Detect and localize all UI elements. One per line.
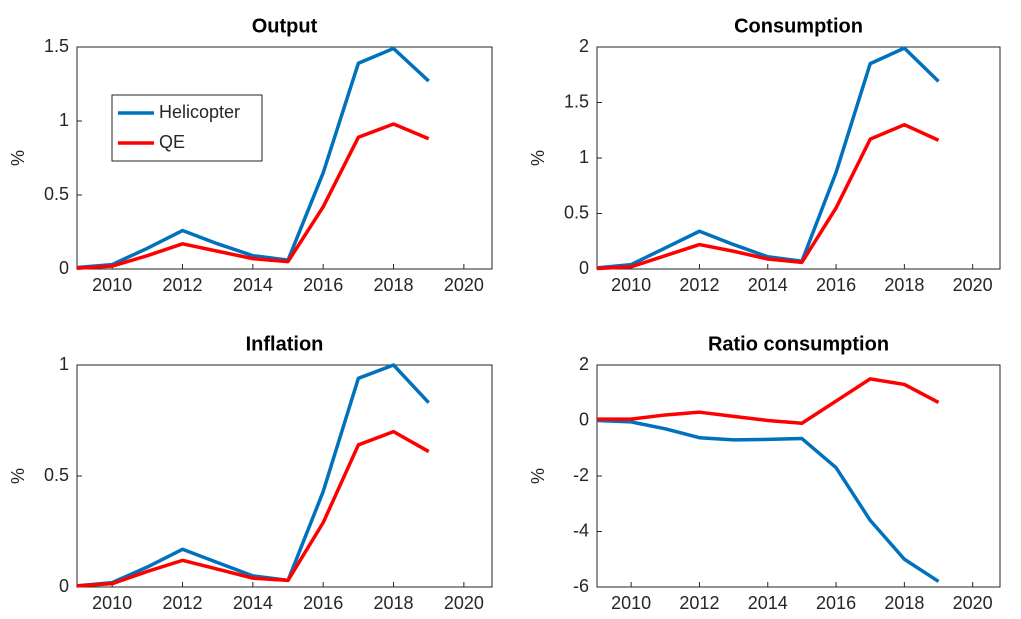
x-tick-label: 2010 — [92, 275, 132, 295]
series-line — [596, 418, 940, 583]
y-tick-label: 0 — [59, 258, 69, 278]
x-tick-label: 2012 — [679, 593, 719, 613]
series-line — [76, 46, 430, 270]
y-tick-label: 0.5 — [564, 202, 589, 222]
series-line — [597, 377, 940, 426]
y-tick-label: 1 — [579, 147, 589, 167]
chart-title: Output — [252, 15, 318, 37]
y-tick-label: 2 — [579, 354, 589, 374]
x-tick-label: 2020 — [953, 593, 993, 613]
legend-label: QE — [159, 132, 185, 152]
y-tick-label: -4 — [573, 520, 589, 540]
y-tick-label: 2 — [579, 36, 589, 56]
x-tick-label: 2010 — [611, 275, 651, 295]
x-tick-label: 2014 — [748, 275, 788, 295]
x-tick-label: 2018 — [884, 275, 924, 295]
chart-title: Consumption — [734, 15, 863, 37]
y-axis-label: % — [528, 150, 548, 166]
series-line — [76, 363, 430, 588]
x-tick-label: 2012 — [162, 275, 202, 295]
y-tick-label: -2 — [573, 465, 589, 485]
y-tick-label: 1.5 — [564, 91, 589, 111]
y-tick-label: 0 — [579, 258, 589, 278]
y-tick-label: 0 — [579, 409, 589, 429]
plot-area — [596, 46, 1001, 270]
y-axis-label: % — [8, 468, 28, 484]
x-tick-label: 2012 — [162, 593, 202, 613]
x-tick-label: 2016 — [303, 593, 343, 613]
series-line — [596, 122, 940, 271]
x-tick-label: 2020 — [444, 275, 484, 295]
x-tick-label: 2018 — [884, 593, 924, 613]
x-tick-label: 2010 — [611, 593, 651, 613]
plot-area — [76, 364, 493, 588]
x-tick-label: 2016 — [816, 275, 856, 295]
y-tick-label: 0.5 — [44, 184, 69, 204]
chart-title: Ratio consumption — [708, 333, 889, 355]
x-tick-label: 2016 — [816, 593, 856, 613]
series-line — [596, 46, 940, 270]
legend-label: Helicopter — [159, 102, 240, 122]
y-tick-label: 1.5 — [44, 36, 69, 56]
x-tick-label: 2018 — [374, 275, 414, 295]
y-tick-label: 1 — [59, 110, 69, 130]
series-line — [76, 122, 430, 271]
x-tick-label: 2020 — [953, 275, 993, 295]
x-tick-label: 2014 — [233, 275, 273, 295]
x-tick-label: 2012 — [679, 275, 719, 295]
x-tick-label: 2010 — [92, 593, 132, 613]
x-tick-label: 2014 — [233, 593, 273, 613]
y-tick-label: -6 — [573, 576, 589, 596]
y-tick-label: 0 — [59, 576, 69, 596]
y-axis-label: % — [528, 468, 548, 484]
series-line — [76, 429, 430, 588]
y-tick-label: 0.5 — [44, 465, 69, 485]
y-axis-label: % — [8, 150, 28, 166]
x-tick-label: 2014 — [748, 593, 788, 613]
x-tick-label: 2016 — [303, 275, 343, 295]
x-tick-label: 2018 — [374, 593, 414, 613]
plot-area — [596, 364, 1001, 588]
x-tick-label: 2020 — [444, 593, 484, 613]
chart-title: Inflation — [246, 333, 324, 355]
y-tick-label: 1 — [59, 354, 69, 374]
legend-box — [111, 94, 263, 162]
